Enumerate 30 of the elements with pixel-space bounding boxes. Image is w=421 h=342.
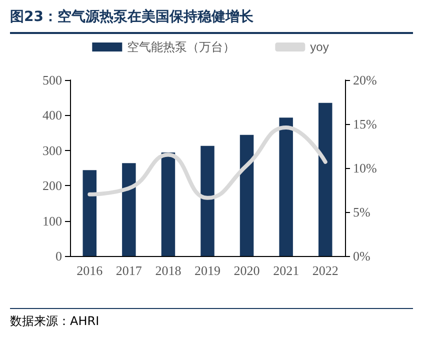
y2-tick-label: 20% [353,72,377,88]
chart-title: 图23：空气源热泵在美国保持稳健增长 [10,8,413,34]
legend-label: 空气能热泵（万台） [127,40,236,54]
y-tick-label: 0 [56,248,62,264]
y-tick-label: 400 [42,108,62,123]
line-series [88,126,328,200]
x-tick-label: 2021 [273,263,300,278]
source-note: 数据来源：AHRI [10,308,413,330]
bar [318,102,332,256]
y-tick-label: 200 [42,178,62,194]
x-tick-label: 2017 [116,263,142,278]
x-tick-label: 2022 [312,263,338,278]
x-tick-label: 2016 [76,263,104,278]
y-tick-label: 100 [42,213,62,228]
y-tick-label: 300 [42,142,62,158]
legend-label: yoy [310,40,329,54]
bar [200,146,214,256]
bar [240,134,254,256]
bar [122,163,136,256]
y2-tick-label: 15% [353,116,377,132]
y2-tick-label: 10% [353,160,377,176]
y-tick-label: 500 [42,72,62,88]
bar [279,118,293,256]
x-tick-label: 2019 [194,263,220,278]
y2-tick-label: 0% [353,248,370,264]
bar [82,170,97,256]
y2-tick-label: 5% [353,204,370,220]
bar [161,152,176,256]
x-tick-label: 2018 [155,263,182,278]
x-tick-label: 2020 [234,263,260,278]
